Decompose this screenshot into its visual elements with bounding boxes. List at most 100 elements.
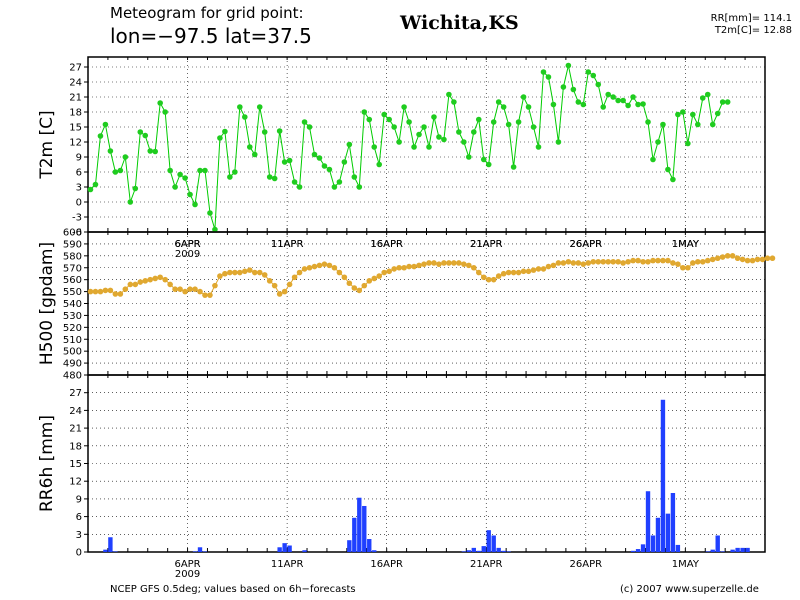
data-point xyxy=(605,258,611,265)
data-point xyxy=(177,286,183,293)
y-tick-label: 15 xyxy=(69,459,82,470)
x-tick-label: 6APR xyxy=(174,239,200,250)
data-point xyxy=(107,148,114,154)
precip-bar xyxy=(645,491,651,552)
data-point xyxy=(271,282,278,289)
panel-frame xyxy=(87,374,766,553)
data-point xyxy=(197,288,203,295)
precip-bar xyxy=(735,547,740,552)
y-tick-label: 0 xyxy=(76,198,82,209)
precip-bar xyxy=(113,551,118,552)
data-point xyxy=(192,201,198,208)
data-point xyxy=(744,257,751,264)
data-point xyxy=(495,273,502,279)
x-tick-label: 1MAY xyxy=(672,239,700,250)
data-point xyxy=(485,161,492,168)
precip-bar xyxy=(277,547,282,552)
data-point xyxy=(466,262,472,269)
data-point xyxy=(177,171,183,178)
data-point xyxy=(456,260,462,266)
y-tick-label: 500 xyxy=(63,347,82,358)
data-point xyxy=(441,136,447,143)
data-point xyxy=(590,258,597,265)
data-point xyxy=(625,258,631,265)
y-tick-label: 490 xyxy=(63,359,82,370)
data-point xyxy=(242,114,248,120)
data-point xyxy=(451,99,457,105)
data-point xyxy=(759,256,766,263)
data-point xyxy=(296,269,303,276)
data-point xyxy=(660,121,666,128)
data-point xyxy=(535,144,542,150)
precip-bar xyxy=(491,535,496,552)
precip-bar xyxy=(506,551,511,552)
precip-bar xyxy=(202,551,208,552)
data-point xyxy=(92,181,99,188)
data-point xyxy=(431,260,437,266)
data-point xyxy=(485,276,492,283)
data-point xyxy=(590,72,597,79)
precip-bar xyxy=(720,551,725,552)
data-point xyxy=(724,253,731,259)
y-tick-label: 24 xyxy=(69,406,82,417)
data-point xyxy=(202,292,208,298)
y-tick-label: 560 xyxy=(63,275,82,286)
data-point xyxy=(346,280,353,287)
data-point xyxy=(251,151,258,158)
data-point xyxy=(610,258,616,265)
data-point xyxy=(361,109,368,115)
y-tick-label: 12 xyxy=(69,138,82,149)
data-point xyxy=(575,99,582,105)
y-axis-label: T2m [C] xyxy=(37,110,57,179)
data-point xyxy=(172,286,178,293)
data-point xyxy=(167,167,173,174)
data-point xyxy=(480,156,487,163)
data-point xyxy=(276,128,283,134)
precip-bar xyxy=(705,551,710,552)
precip-bar xyxy=(103,549,108,552)
data-point xyxy=(222,270,228,277)
data-point xyxy=(386,116,392,123)
data-point xyxy=(640,101,646,107)
data-point xyxy=(734,255,741,262)
data-point xyxy=(540,69,547,75)
data-point xyxy=(480,274,487,281)
data-point xyxy=(192,286,198,293)
precip-bar xyxy=(640,544,646,552)
data-point xyxy=(306,264,313,271)
data-point xyxy=(326,262,333,269)
data-point xyxy=(535,266,542,272)
x-year-label: 2009 xyxy=(175,569,200,580)
data-point xyxy=(256,104,263,110)
data-point xyxy=(694,258,701,265)
data-point xyxy=(565,62,572,69)
data-point xyxy=(102,121,109,128)
data-point xyxy=(515,269,522,276)
precip-bar xyxy=(650,535,656,552)
data-point xyxy=(510,164,517,170)
data-point xyxy=(336,179,343,185)
data-point xyxy=(112,169,119,175)
data-point xyxy=(366,278,373,284)
data-point xyxy=(157,274,163,281)
precip-bar xyxy=(476,550,481,552)
data-point xyxy=(446,260,452,266)
data-point xyxy=(709,121,716,128)
data-point xyxy=(704,91,711,98)
precip-bar xyxy=(710,549,715,552)
data-point xyxy=(719,99,726,105)
data-point xyxy=(311,263,318,270)
y-tick-label: 520 xyxy=(63,323,82,334)
data-point xyxy=(709,256,716,263)
data-point xyxy=(87,186,94,193)
data-point xyxy=(650,156,656,163)
data-point xyxy=(311,151,318,158)
data-point xyxy=(769,255,776,262)
y-tick-label: 12 xyxy=(69,477,82,488)
y-tick-label: 15 xyxy=(69,123,82,134)
x-tick-label: 1MAY xyxy=(672,559,700,570)
data-point xyxy=(421,261,427,267)
data-point xyxy=(520,94,527,100)
precip-bar xyxy=(471,547,476,552)
data-point xyxy=(356,184,363,190)
